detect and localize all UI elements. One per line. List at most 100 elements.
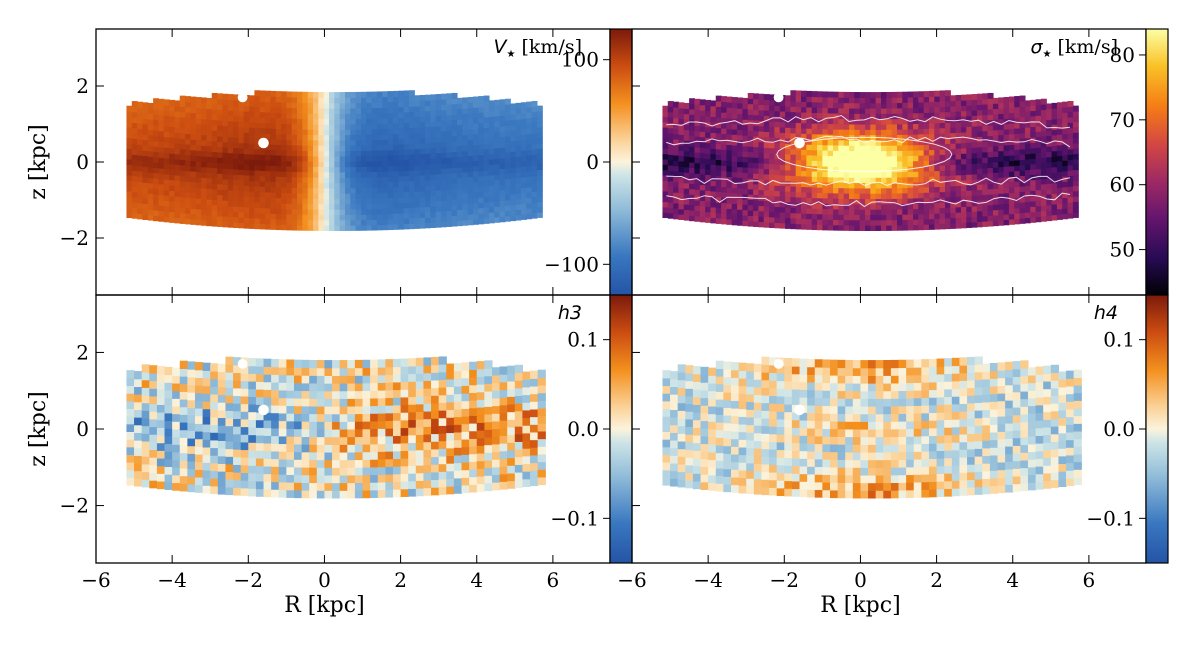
bin-cell	[715, 376, 724, 385]
bin-cell	[286, 374, 295, 384]
bin-cell	[350, 187, 357, 194]
bin-cell	[1056, 150, 1063, 157]
bin-cell	[137, 202, 144, 209]
bin-cell	[227, 141, 234, 148]
bin-cell	[126, 385, 135, 394]
bin-cell	[806, 176, 813, 182]
bin-cell	[742, 209, 749, 216]
bin-cell	[222, 189, 229, 196]
bin-cell	[715, 202, 722, 208]
bin-cell	[806, 165, 813, 172]
bin-cell	[494, 153, 501, 159]
bin-cell	[746, 409, 755, 418]
bin-cell	[403, 148, 410, 155]
bin-cell	[715, 191, 722, 198]
bin-cell	[134, 371, 143, 380]
bin-cell	[371, 123, 378, 130]
bin-cell	[692, 480, 702, 490]
bin-cell	[423, 388, 432, 397]
bin-cell	[1067, 143, 1074, 150]
bin-cell	[504, 194, 511, 201]
bin-cell	[316, 474, 326, 484]
bin-cell	[939, 180, 946, 187]
bin-cell	[494, 179, 501, 186]
bin-cell	[507, 472, 516, 482]
bin-cell	[522, 386, 531, 396]
bin-cell	[504, 109, 511, 116]
bin-cell	[169, 110, 176, 117]
bin-cell	[350, 139, 357, 146]
bin-cell	[902, 208, 909, 215]
bin-cell	[323, 92, 330, 98]
bin-cell	[918, 133, 925, 140]
bin-cell	[785, 212, 791, 219]
bin-cell	[928, 191, 935, 198]
bin-cell	[313, 139, 319, 146]
bin-cell	[233, 364, 242, 374]
bin-cell	[987, 92, 994, 99]
bin-cell	[891, 123, 898, 130]
bin-cell	[694, 130, 701, 137]
bin-cell	[185, 112, 192, 118]
bin-cell	[865, 187, 871, 194]
bin-cell	[753, 162, 760, 169]
bin-cell	[692, 389, 702, 398]
bin-cell	[147, 134, 154, 141]
bin-cell	[1019, 191, 1026, 198]
bin-cell	[249, 100, 255, 107]
bin-cell	[313, 177, 319, 184]
bin-cell	[163, 157, 170, 164]
bin-cell	[1008, 96, 1015, 103]
bin-cell	[430, 105, 437, 111]
bin-cell	[1062, 128, 1069, 135]
bin-cell	[211, 151, 218, 158]
bin-cell	[355, 155, 362, 162]
bin-cell	[238, 174, 245, 181]
bin-cell	[708, 482, 717, 491]
bin-cell	[897, 118, 903, 125]
bin-cell	[376, 197, 383, 204]
bin-cell	[510, 108, 517, 115]
bin-cell	[462, 108, 469, 114]
bin-cell	[950, 201, 957, 208]
bin-cell	[779, 148, 786, 155]
bin-cell	[271, 381, 280, 391]
bin-cell	[408, 116, 415, 123]
bin-cell	[174, 137, 181, 144]
bin-cell	[362, 482, 371, 491]
bin-cell	[699, 163, 706, 170]
bin-cell	[316, 398, 326, 407]
bin-cell	[291, 107, 298, 114]
bin-cell	[316, 451, 326, 461]
bin-cell	[324, 367, 333, 376]
bin-cell	[694, 183, 701, 190]
bin-cell	[347, 405, 356, 415]
bin-cell	[400, 442, 409, 452]
bin-cell	[708, 390, 717, 399]
bin-cell	[982, 103, 989, 110]
bin-cell	[435, 211, 442, 217]
bin-cell	[763, 104, 770, 111]
bin-cell	[662, 469, 671, 478]
bin-cell	[293, 374, 303, 384]
bin-cell	[163, 189, 170, 196]
bin-cell	[811, 176, 818, 183]
bin-cell	[254, 223, 261, 230]
bin-cell	[392, 374, 402, 383]
bin-cell	[1072, 164, 1079, 171]
bin-cell	[514, 364, 524, 374]
bin-cell	[673, 133, 680, 140]
bin-cell	[201, 156, 208, 162]
bin-cell	[194, 484, 204, 493]
bin-cell	[392, 366, 402, 375]
bin-cell	[859, 97, 866, 104]
bin-cell	[222, 157, 229, 164]
bin-cell	[329, 92, 335, 98]
bin-cell	[255, 389, 265, 398]
bin-cell	[504, 178, 511, 185]
bin-cell	[472, 218, 479, 225]
bin-cell	[278, 458, 287, 468]
bin-cell	[302, 97, 309, 104]
bin-cell	[332, 398, 341, 407]
bin-cell	[377, 474, 386, 483]
